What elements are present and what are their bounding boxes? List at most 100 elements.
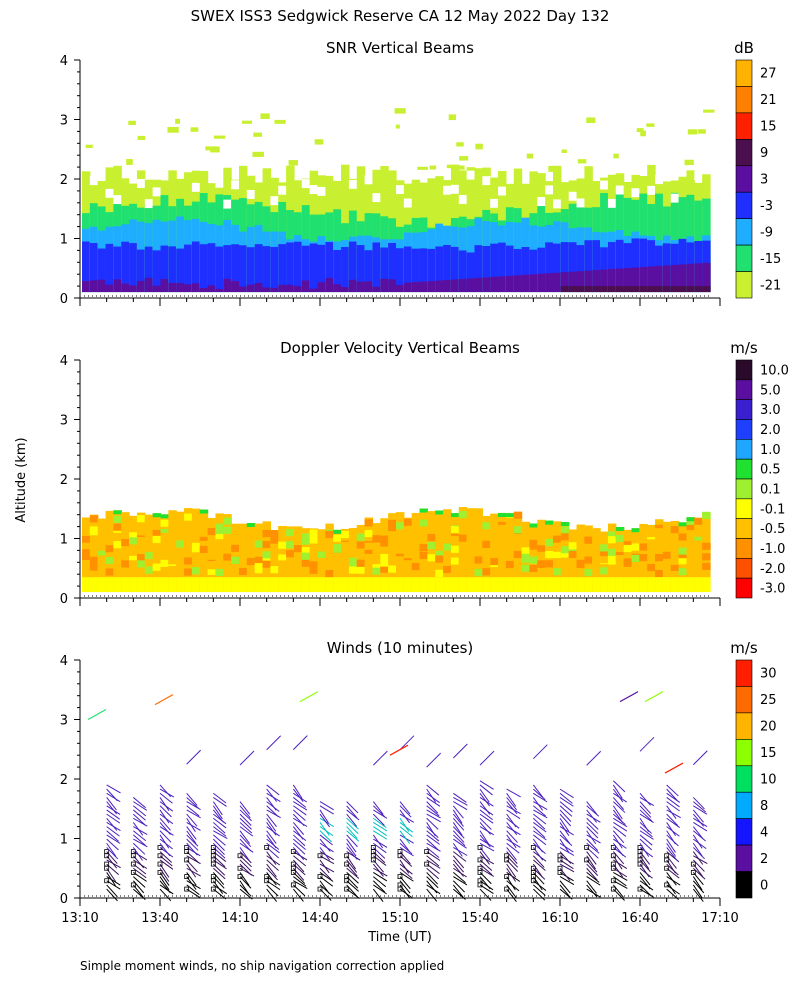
snr-gap — [231, 180, 240, 190]
doppler-cell — [560, 577, 570, 593]
doppler-cell — [286, 550, 295, 558]
snr-cell — [270, 246, 279, 293]
wind-barb — [639, 880, 654, 891]
wind-barb — [506, 867, 517, 882]
wind-barb — [106, 784, 121, 794]
doppler-cell — [309, 536, 319, 544]
colorbar-label: 2 — [760, 852, 768, 867]
calm-marker — [477, 878, 483, 884]
doppler-cell — [341, 566, 350, 574]
wind-barb — [479, 750, 495, 766]
doppler-cell — [419, 526, 428, 534]
doppler-cell — [560, 526, 570, 534]
doppler-cell — [505, 577, 515, 593]
wind-barb — [426, 797, 441, 807]
wind-barb — [159, 822, 171, 835]
doppler-cell — [348, 566, 358, 574]
wind-barb — [506, 809, 521, 820]
colorbar-swatch — [735, 577, 753, 599]
wind-barb — [533, 805, 546, 817]
wind-barb — [372, 834, 384, 849]
snr-cell — [129, 243, 138, 293]
wind-barb — [559, 801, 573, 813]
snr-gap — [607, 198, 617, 208]
doppler-cell — [639, 553, 648, 562]
x-tick-label: 17:10 — [701, 911, 738, 926]
doppler-cell — [545, 566, 554, 574]
wind-barb — [452, 822, 463, 836]
wind-barb — [666, 880, 676, 895]
calm-marker — [530, 865, 536, 871]
calm-marker — [317, 874, 323, 879]
wind-barb — [373, 838, 388, 848]
doppler-cell — [372, 523, 381, 593]
doppler-cell — [105, 577, 114, 593]
doppler-cell — [655, 528, 664, 536]
doppler-cell — [505, 513, 515, 593]
wind-barb — [533, 822, 547, 833]
wind-barb — [586, 801, 598, 815]
wind-barb — [452, 805, 464, 819]
doppler-cell — [639, 533, 648, 542]
doppler-cell — [545, 538, 554, 547]
snr-cell — [686, 286, 695, 293]
wind-barb — [292, 859, 305, 873]
doppler-cell — [105, 541, 114, 549]
snr-cell — [254, 282, 264, 293]
snr-cell — [513, 275, 523, 293]
wind-barb — [452, 842, 463, 857]
wind-barb — [346, 872, 359, 884]
snr-speck — [640, 130, 646, 137]
doppler-cell — [97, 550, 107, 558]
doppler-cell — [215, 523, 224, 531]
doppler-cell — [443, 543, 452, 551]
doppler-cell — [458, 507, 468, 593]
snr-cell — [191, 241, 201, 293]
snr-cell — [560, 272, 570, 293]
doppler-cell — [160, 559, 169, 567]
doppler-cell — [388, 544, 397, 552]
snr-cell — [592, 286, 601, 293]
snr-cell — [537, 273, 546, 293]
doppler-cell — [129, 555, 138, 563]
calm-marker — [557, 853, 563, 859]
doppler-cell — [254, 577, 264, 593]
wind-barb — [426, 847, 440, 858]
doppler-cell — [631, 543, 640, 551]
colorbar-swatch — [735, 659, 753, 687]
snr-cell — [607, 286, 617, 293]
wind-barb — [559, 842, 574, 853]
colorbar-label: 0 — [760, 878, 768, 893]
snr-gap — [191, 182, 201, 192]
snr-gap — [223, 199, 232, 209]
doppler-cell — [356, 533, 366, 541]
doppler-cell — [670, 557, 680, 565]
snr-speck — [613, 153, 619, 159]
wind-barb — [293, 805, 307, 816]
wind-barb — [639, 826, 653, 838]
doppler-cell — [466, 535, 476, 543]
snr-speck — [126, 158, 133, 165]
doppler-cell — [600, 567, 609, 575]
doppler-cell — [529, 564, 538, 573]
wind-barb — [559, 846, 575, 856]
wind-barb — [532, 888, 546, 901]
wind-barb — [212, 809, 224, 823]
doppler-cell — [82, 528, 91, 536]
wind-barb — [399, 735, 415, 751]
doppler-cell — [466, 577, 476, 593]
wind-barb — [186, 813, 198, 827]
wind-barb — [692, 809, 704, 823]
doppler-cell — [136, 577, 146, 593]
snr-cell — [670, 264, 680, 293]
wind-barb — [506, 863, 517, 878]
snr-speck — [252, 151, 264, 157]
snr-gap — [215, 178, 224, 188]
doppler-cell — [372, 577, 381, 593]
wind-barb — [506, 813, 517, 828]
doppler-cell — [254, 556, 264, 564]
doppler-cell — [568, 532, 578, 540]
doppler-cell — [435, 577, 444, 593]
doppler-cell — [686, 517, 695, 525]
